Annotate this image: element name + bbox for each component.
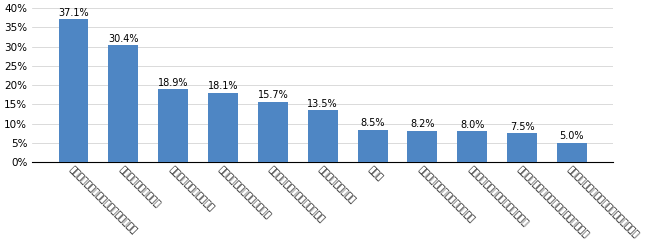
Bar (557, 143, 587, 162)
Text: 8.2%: 8.2% (410, 119, 435, 129)
Text: 13.5%: 13.5% (307, 99, 338, 109)
Bar (158, 90, 188, 162)
Bar (307, 110, 337, 162)
Text: 15.7%: 15.7% (257, 90, 288, 100)
Bar (109, 45, 138, 162)
Bar (358, 130, 387, 162)
Text: 30.4%: 30.4% (108, 34, 138, 44)
Bar (458, 132, 488, 162)
Text: 8.5%: 8.5% (360, 118, 385, 128)
Text: 37.1%: 37.1% (58, 8, 89, 18)
Bar (208, 92, 238, 162)
Text: 5.0%: 5.0% (560, 132, 584, 142)
Bar (408, 131, 437, 162)
Bar (258, 102, 288, 162)
Text: 8.0%: 8.0% (460, 120, 484, 130)
Text: 18.1%: 18.1% (208, 81, 239, 91)
Text: 7.5%: 7.5% (510, 122, 534, 132)
Bar (58, 19, 88, 162)
Bar (507, 133, 537, 162)
Text: 18.9%: 18.9% (158, 78, 188, 88)
